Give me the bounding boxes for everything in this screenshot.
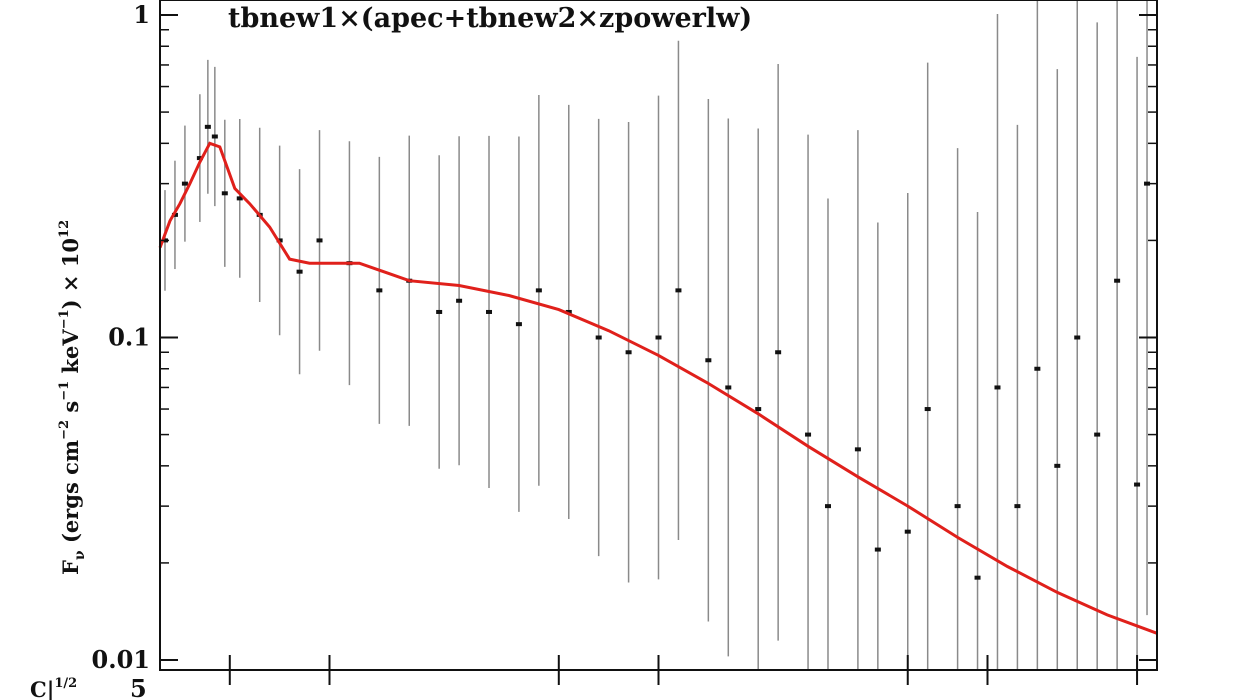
data-point (805, 432, 812, 437)
y-axis-label: Fν (ergs cm−2 s−1 keV−1) × 1012 (57, 220, 88, 575)
data-point (655, 335, 662, 340)
data-point (181, 181, 188, 186)
data-point (436, 309, 443, 314)
data-point (974, 575, 981, 580)
data-point (1134, 482, 1141, 487)
data-point (535, 288, 542, 293)
data-point (775, 350, 782, 355)
data-point (486, 309, 493, 314)
data-points-layer (161, 124, 1151, 580)
data-point (376, 288, 383, 293)
data-point (755, 407, 762, 412)
data-point (705, 358, 712, 363)
data-point (296, 269, 303, 274)
data-point (595, 335, 602, 340)
error-bars-layer (164, 0, 1148, 670)
data-point (1034, 366, 1041, 371)
data-point (1094, 432, 1101, 437)
data-point (565, 309, 572, 314)
data-point (1144, 181, 1151, 186)
data-point (1074, 335, 1081, 340)
data-point (211, 134, 218, 139)
data-point (204, 124, 211, 129)
data-point (854, 447, 861, 452)
data-point (675, 288, 682, 293)
x-ticks (228, 655, 1139, 685)
lower-panel-label: C|1/2 (30, 676, 77, 700)
y-tick-label: 1 (133, 0, 150, 29)
data-point (924, 407, 931, 412)
data-point (725, 385, 732, 390)
data-point (221, 191, 228, 196)
data-point (874, 547, 881, 552)
data-point (625, 350, 632, 355)
chart-title: tbnew1×(apec+tbnew2×zpowerlw) (228, 3, 752, 34)
lower-panel-tick-label: 5 (130, 674, 147, 700)
data-point (904, 529, 911, 534)
data-point (1014, 504, 1021, 509)
data-point (515, 322, 522, 327)
data-point (316, 238, 323, 243)
data-point (824, 504, 831, 509)
data-point (1114, 278, 1121, 283)
model-curve (158, 141, 1158, 635)
data-point (954, 504, 961, 509)
data-point (196, 156, 203, 161)
data-point (994, 385, 1001, 390)
y-tick-label: 0.01 (92, 645, 150, 674)
data-point (1054, 463, 1061, 468)
y-tick-label: 0.1 (108, 323, 150, 352)
data-point (236, 196, 243, 201)
data-point (456, 298, 463, 303)
y-ticks: 1 0.1 0.01 (92, 0, 1157, 674)
